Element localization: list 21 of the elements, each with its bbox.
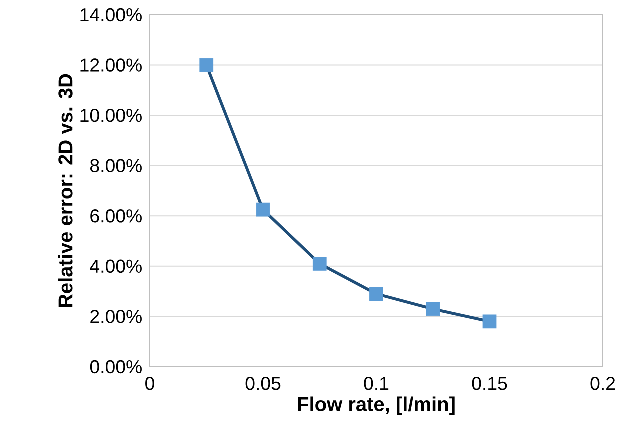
y-tick-label: 2.00% (90, 310, 142, 324)
x-tick-label: 0.05 (246, 377, 281, 390)
point (482, 314, 497, 329)
y-tick-label: 10.00% (80, 108, 142, 122)
y-tick-label: 4.00% (90, 260, 142, 274)
point (370, 287, 384, 302)
x-tick-label: 0.15 (472, 377, 508, 390)
y-tick-label: 14.00% (80, 8, 142, 22)
point (312, 256, 327, 271)
y-tick-label: 6.00% (90, 210, 142, 223)
y-axis-title: Relative error: 2D vs. 3D (58, 74, 73, 308)
x-tick-label: 0 (146, 377, 154, 390)
point (256, 202, 270, 217)
x-axis-title: Flow rate, [l/min] (298, 396, 455, 416)
x-tick-label: 0.1 (364, 377, 389, 390)
y-tick-label: 0.00% (90, 360, 142, 374)
y-tick-label: 12.00% (80, 58, 142, 72)
y-tick-label: 8.00% (90, 159, 142, 172)
x-tick-label: 0.2 (590, 377, 616, 390)
point (426, 302, 440, 316)
point (200, 58, 214, 72)
